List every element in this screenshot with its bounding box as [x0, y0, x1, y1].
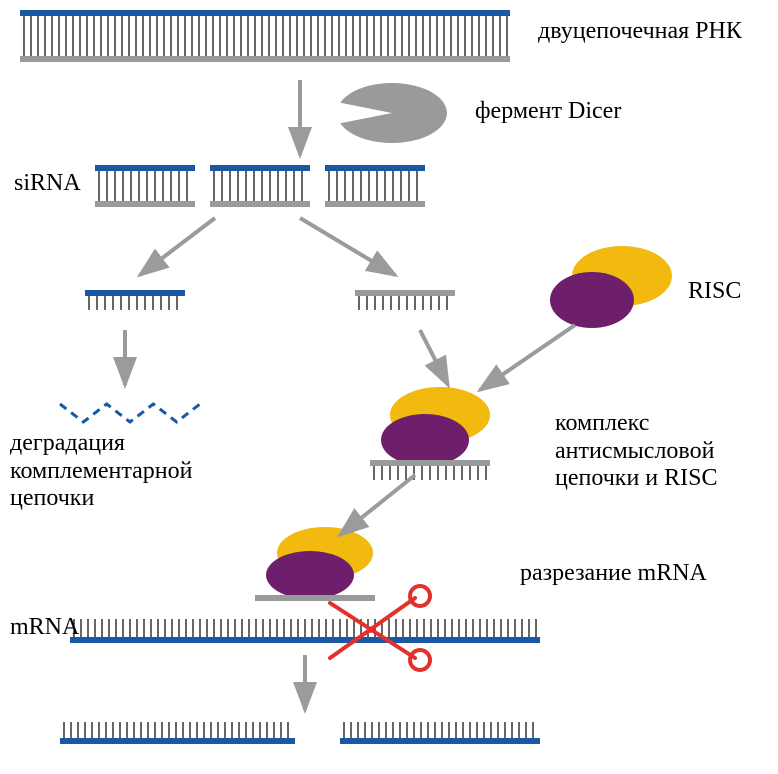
label-cleavage: разрезание mRNA: [520, 560, 707, 587]
label-mrna: mRNA: [10, 614, 79, 641]
label-antisense: комплекс антисмысловой цепочки и RISC: [555, 410, 718, 493]
label-dicer: фермент Dicer: [475, 98, 621, 125]
rna-interference-diagram: [0, 0, 778, 774]
label-risc: RISC: [688, 278, 741, 305]
label-dsrna: двуцепочечная РНК: [538, 18, 742, 45]
label-degradation: деградация комплементарной цепочки: [10, 430, 192, 513]
label-sirna: siRNA: [14, 170, 81, 197]
